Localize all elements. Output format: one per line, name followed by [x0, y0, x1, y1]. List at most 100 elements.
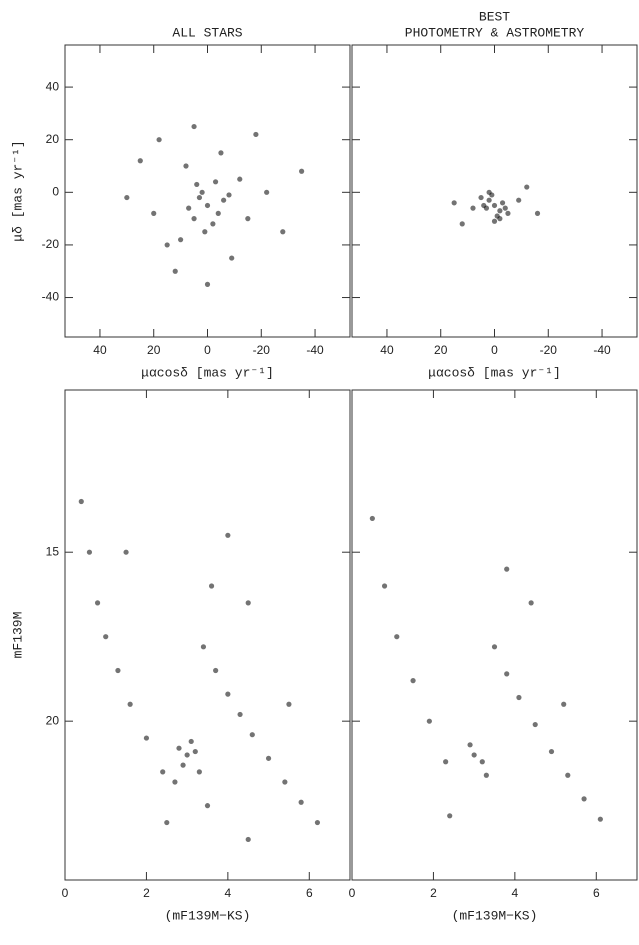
x-axis-label: μαcosδ [mas yr⁻¹] — [141, 365, 274, 380]
point — [172, 268, 178, 274]
point — [459, 221, 465, 227]
plot-frame — [351, 389, 638, 881]
x-tick-label: 20 — [434, 343, 448, 357]
point — [186, 205, 192, 211]
y-axis-label: mF139M — [10, 612, 25, 659]
point — [215, 210, 221, 216]
point — [280, 229, 286, 235]
point — [561, 701, 567, 707]
x-axis-label: (mF139M−KS) — [452, 908, 538, 923]
point — [164, 242, 170, 248]
point — [184, 752, 190, 758]
y-tick-label: 15 — [46, 544, 60, 558]
point — [160, 769, 166, 775]
point — [196, 769, 202, 775]
y-tick-label: -20 — [42, 237, 60, 251]
x-tick-label: 2 — [430, 886, 437, 900]
point — [548, 748, 555, 755]
point — [191, 123, 197, 130]
point — [264, 189, 270, 195]
point — [447, 813, 453, 819]
point — [194, 181, 200, 188]
point — [491, 218, 498, 224]
point — [483, 772, 489, 778]
y-tick-label: 20 — [46, 713, 60, 727]
point — [394, 634, 400, 640]
point — [298, 799, 304, 805]
point — [178, 237, 184, 243]
point — [581, 796, 587, 802]
point — [210, 221, 216, 227]
point — [565, 772, 571, 778]
point — [286, 701, 292, 707]
point — [78, 498, 84, 505]
plot-frame — [64, 44, 351, 338]
point — [94, 600, 101, 606]
point — [127, 701, 133, 707]
point — [208, 583, 215, 589]
point — [497, 208, 503, 214]
point — [212, 179, 219, 185]
x-tick-label: 40 — [93, 343, 107, 357]
x-tick-label: 0 — [491, 343, 498, 357]
point — [191, 216, 197, 222]
point — [199, 189, 205, 195]
point — [410, 678, 416, 684]
point — [180, 762, 186, 768]
point — [202, 229, 208, 235]
point — [226, 192, 232, 198]
y-axis-label: μδ [mas yr⁻¹] — [10, 140, 25, 241]
y-tick-label: 40 — [46, 79, 60, 93]
x-tick-label: 4 — [512, 886, 519, 900]
x-tick-label: 40 — [380, 343, 394, 357]
x-tick-label: -40 — [593, 343, 611, 357]
x-tick-label: -20 — [540, 343, 558, 357]
y-tick-label: -40 — [42, 290, 60, 304]
point — [524, 184, 530, 190]
x-tick-label: -20 — [253, 343, 271, 357]
x-tick-label: 0 — [349, 886, 356, 900]
x-axis-label: (mF139M−KS) — [165, 908, 251, 923]
point — [505, 210, 511, 216]
x-tick-label: 0 — [204, 343, 211, 357]
point — [491, 202, 498, 209]
point — [478, 194, 484, 201]
x-tick-label: -40 — [306, 343, 324, 357]
point — [451, 200, 457, 206]
point — [481, 202, 487, 209]
point — [532, 721, 538, 728]
point — [123, 549, 129, 555]
x-tick-label: 4 — [225, 886, 232, 900]
point — [164, 819, 170, 826]
point — [265, 755, 272, 761]
point — [249, 732, 255, 738]
point — [253, 131, 259, 138]
point — [204, 202, 211, 209]
point — [470, 205, 476, 211]
point — [176, 745, 182, 751]
point — [471, 752, 477, 758]
point — [534, 210, 541, 216]
point — [282, 779, 288, 785]
point — [183, 163, 189, 169]
plot-frame — [351, 44, 638, 338]
point — [225, 691, 231, 697]
point — [204, 281, 211, 287]
point — [504, 566, 510, 572]
point — [245, 836, 251, 843]
point — [221, 197, 227, 203]
x-axis-label: μαcosδ [mas yr⁻¹] — [428, 365, 561, 380]
point — [237, 176, 243, 182]
point — [229, 255, 235, 261]
panel-title: PHOTOMETRY & ASTROMETRY — [405, 25, 585, 40]
y-tick-label: 20 — [46, 132, 60, 146]
point — [225, 532, 231, 538]
point — [528, 600, 534, 606]
point — [137, 158, 143, 164]
point — [103, 634, 109, 640]
point — [499, 200, 506, 206]
plot-frame — [64, 389, 351, 881]
point — [115, 667, 121, 674]
point — [156, 137, 162, 143]
point — [192, 748, 198, 755]
